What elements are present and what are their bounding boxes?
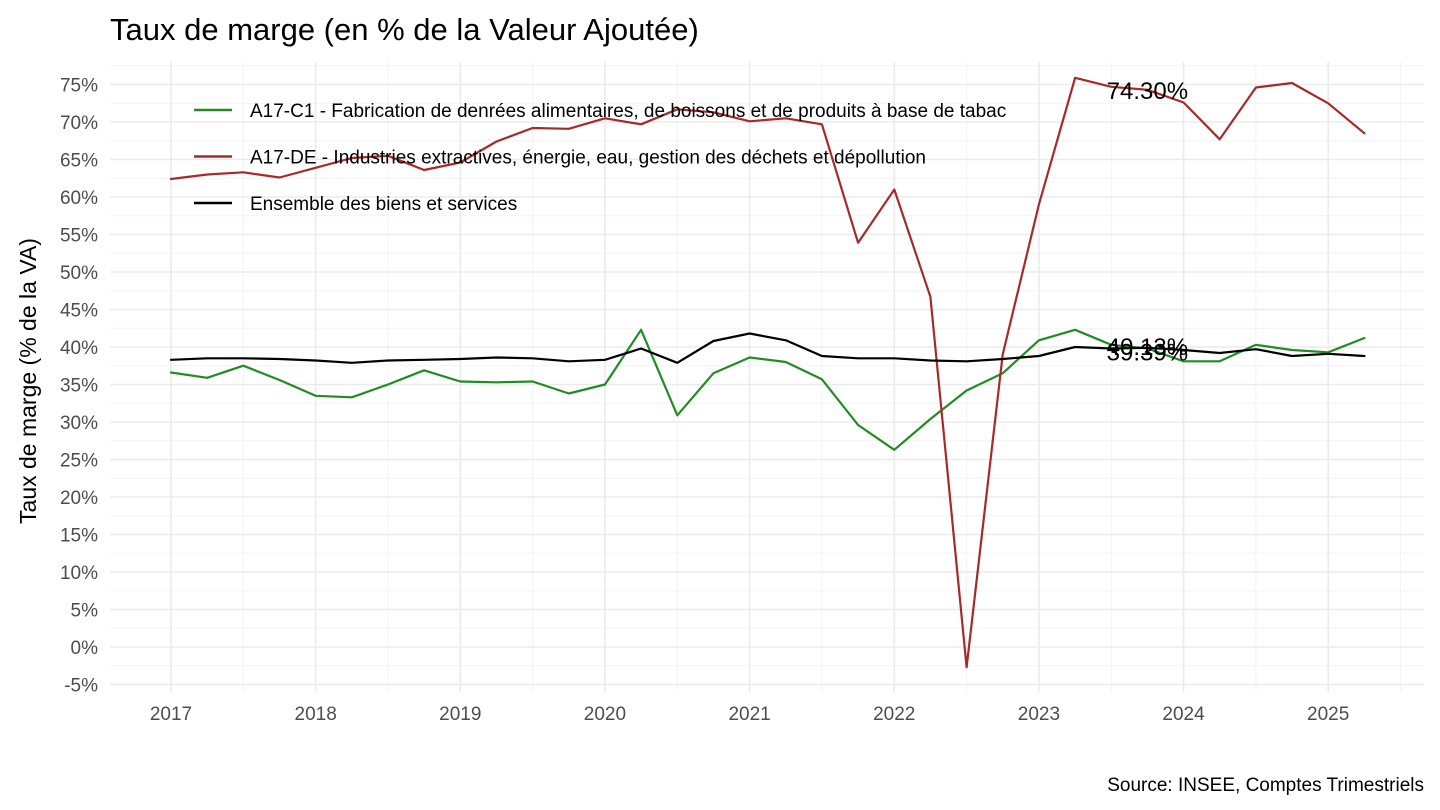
x-tick-label: 2018 — [295, 704, 337, 725]
x-tick-label: 2022 — [873, 704, 915, 725]
x-tick-label: 2024 — [1162, 704, 1205, 725]
grid — [110, 62, 1424, 692]
x-tick-label: 2020 — [584, 704, 626, 725]
annotation-layer: 74.30% 40.13%39.39% — [1107, 78, 1188, 367]
legend-label-2: A17-DE - Industries extractives, énergie… — [250, 148, 926, 169]
y-tick-label: 65% — [60, 151, 98, 172]
legend-label-3: Ensemble des biens et services — [250, 194, 517, 215]
y-axis-ticks: -5% 0% 5% 10% 15% 20% 25% 30% 35% 40% 45% 50% 55% 60%… — [60, 76, 98, 697]
chart-title: Taux de marge (en % de la Valeur Ajoutée… — [110, 12, 699, 47]
legend: A17-C1 - Fabrication de denrées alimenta… — [194, 101, 1006, 215]
x-tick-label: 2017 — [150, 704, 192, 725]
y-tick-label: 60% — [60, 188, 98, 209]
y-tick-label: 55% — [60, 226, 98, 247]
y-tick-label: 35% — [60, 376, 98, 397]
y-tick-label: 70% — [60, 113, 98, 134]
x-tick-label: 2025 — [1307, 704, 1349, 725]
y-tick-label: 45% — [60, 301, 98, 322]
y-tick-label: 25% — [60, 451, 98, 472]
series-line-2 — [169, 76, 1366, 669]
source-caption: Source: INSEE, Comptes Trimestriels — [1107, 775, 1424, 796]
series-line-3 — [169, 332, 1366, 364]
y-tick-label: 20% — [60, 488, 98, 509]
y-tick-label: 50% — [60, 263, 98, 284]
legend-label-1: A17-C1 - Fabrication de denrées alimenta… — [250, 101, 1006, 122]
x-tick-label: 2023 — [1018, 704, 1060, 725]
y-tick-label: -5% — [64, 676, 98, 697]
y-tick-label: 5% — [71, 601, 99, 622]
x-tick-label: 2021 — [728, 704, 770, 725]
value-annotation: 40.13% — [1107, 334, 1188, 361]
y-tick-label: 0% — [71, 638, 99, 659]
y-tick-label: 30% — [60, 413, 98, 434]
x-tick-label: 2019 — [439, 704, 481, 725]
y-tick-label: 40% — [60, 338, 98, 359]
y-axis-label: Taux de marge (% de la VA) — [15, 238, 41, 524]
y-tick-label: 15% — [60, 526, 98, 547]
series-line-1 — [169, 328, 1366, 451]
value-annotation: 74.30% — [1107, 78, 1188, 105]
y-tick-label: 75% — [60, 76, 98, 97]
series-layer — [169, 76, 1366, 669]
value-annotation: 39.39% — [1107, 340, 1188, 367]
x-axis-ticks: 2017 2018 2019 2020 2021 2022 2023 2024 2025 — [150, 704, 1349, 725]
y-tick-label: 10% — [60, 563, 98, 584]
